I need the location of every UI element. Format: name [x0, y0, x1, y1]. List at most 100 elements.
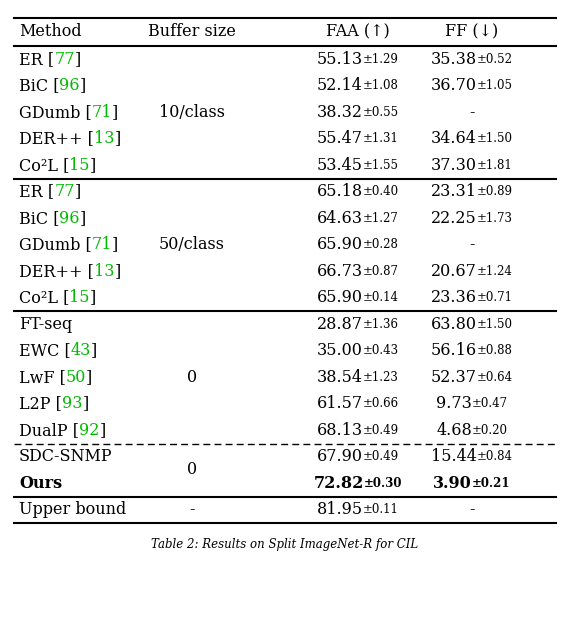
Text: 66.73: 66.73 [317, 263, 363, 280]
Text: Co²L [: Co²L [ [19, 289, 69, 306]
Text: ±0.66: ±0.66 [363, 398, 399, 410]
Text: ±0.40: ±0.40 [363, 185, 399, 198]
Text: ±0.88: ±0.88 [477, 344, 513, 357]
Text: ±0.84: ±0.84 [477, 450, 513, 463]
Text: 10/class: 10/class [159, 104, 225, 121]
Text: FAA (↑): FAA (↑) [326, 24, 390, 41]
Text: 55.47: 55.47 [317, 130, 363, 147]
Text: ]: ] [74, 183, 81, 200]
Text: ±0.64: ±0.64 [477, 371, 513, 384]
Text: Method: Method [19, 24, 82, 41]
Text: 4.68: 4.68 [436, 422, 472, 439]
Text: ]: ] [99, 422, 106, 439]
Text: ±1.24: ±1.24 [477, 265, 513, 278]
Text: 3.90: 3.90 [433, 475, 472, 492]
Text: 50: 50 [66, 369, 86, 386]
Text: 65.90: 65.90 [317, 236, 363, 254]
Text: ]: ] [91, 342, 97, 359]
Text: ±0.30: ±0.30 [364, 477, 403, 490]
Text: 92: 92 [79, 422, 99, 439]
Text: 20.67: 20.67 [431, 263, 477, 280]
Text: FT-seq: FT-seq [19, 316, 72, 333]
Text: 71: 71 [92, 236, 112, 254]
Text: ±0.89: ±0.89 [477, 185, 513, 198]
Text: ER [: ER [ [19, 183, 54, 200]
Text: 96: 96 [60, 77, 80, 95]
Text: 93: 93 [62, 395, 82, 413]
Text: 23.36: 23.36 [431, 289, 477, 306]
Text: ±1.29: ±1.29 [363, 53, 399, 66]
Text: 15: 15 [69, 289, 90, 306]
Text: 38.32: 38.32 [317, 104, 363, 121]
Text: ±0.28: ±0.28 [363, 239, 399, 251]
Text: ±0.55: ±0.55 [363, 106, 399, 119]
Text: 72.82: 72.82 [314, 475, 364, 492]
Text: -: - [469, 104, 475, 121]
Text: ]: ] [82, 395, 89, 413]
Text: -: - [189, 501, 195, 518]
Text: ]: ] [90, 156, 96, 174]
Text: BiC [: BiC [ [19, 210, 60, 227]
Text: DER++ [: DER++ [ [19, 130, 94, 147]
Text: ±1.23: ±1.23 [363, 371, 399, 384]
Text: ±1.73: ±1.73 [477, 212, 513, 225]
Text: ±1.31: ±1.31 [363, 132, 399, 145]
Text: 56.16: 56.16 [431, 342, 477, 359]
Text: ]: ] [114, 263, 120, 280]
Text: GDumb [: GDumb [ [19, 104, 92, 121]
Text: FF (↓): FF (↓) [445, 24, 499, 41]
Text: 36.70: 36.70 [431, 77, 477, 95]
Text: 52.37: 52.37 [431, 369, 477, 386]
Text: ]: ] [80, 210, 86, 227]
Text: ±0.11: ±0.11 [363, 503, 399, 516]
Text: 63.80: 63.80 [431, 316, 477, 333]
Text: 96: 96 [60, 210, 80, 227]
Text: LwF [: LwF [ [19, 369, 66, 386]
Text: 55.13: 55.13 [317, 51, 363, 68]
Text: -: - [469, 236, 475, 254]
Text: EWC [: EWC [ [19, 342, 71, 359]
Text: 9.73: 9.73 [436, 395, 472, 413]
Text: 35.38: 35.38 [431, 51, 477, 68]
Text: 22.25: 22.25 [431, 210, 477, 227]
Text: ±0.43: ±0.43 [363, 344, 399, 357]
Text: 0: 0 [187, 461, 197, 478]
Text: DER++ [: DER++ [ [19, 263, 94, 280]
Text: 61.57: 61.57 [317, 395, 363, 413]
Text: 23.31: 23.31 [431, 183, 477, 200]
Text: Ours: Ours [19, 475, 62, 492]
Text: 0: 0 [187, 369, 197, 386]
Text: 34.64: 34.64 [431, 130, 477, 147]
Text: BiC [: BiC [ [19, 77, 60, 95]
Text: 67.90: 67.90 [317, 448, 363, 465]
Text: ]: ] [86, 369, 93, 386]
Text: 81.95: 81.95 [317, 501, 363, 518]
Text: ±1.08: ±1.08 [363, 80, 399, 92]
Text: ±1.27: ±1.27 [363, 212, 399, 225]
Text: DualP [: DualP [ [19, 422, 79, 439]
Text: 43: 43 [71, 342, 91, 359]
Text: ±0.71: ±0.71 [477, 291, 513, 304]
Text: ±0.49: ±0.49 [363, 424, 399, 437]
Text: 53.45: 53.45 [317, 156, 363, 174]
Text: ]: ] [114, 130, 120, 147]
Text: ±0.21: ±0.21 [472, 477, 511, 490]
Text: 38.54: 38.54 [317, 369, 363, 386]
Text: Co²L [: Co²L [ [19, 156, 69, 174]
Text: 35.00: 35.00 [317, 342, 363, 359]
Text: 13: 13 [94, 263, 114, 280]
Text: 52.14: 52.14 [317, 77, 363, 95]
Text: L2P [: L2P [ [19, 395, 62, 413]
Text: 77: 77 [54, 51, 74, 68]
Text: ]: ] [80, 77, 86, 95]
Text: ]: ] [74, 51, 81, 68]
Text: 64.63: 64.63 [317, 210, 363, 227]
Text: 15.44: 15.44 [431, 448, 477, 465]
Text: ±0.14: ±0.14 [363, 291, 399, 304]
Text: ±1.36: ±1.36 [363, 318, 399, 331]
Text: ]: ] [112, 236, 119, 254]
Text: 13: 13 [94, 130, 114, 147]
Text: 50/class: 50/class [159, 236, 225, 254]
Text: GDumb [: GDumb [ [19, 236, 92, 254]
Text: ±0.20: ±0.20 [472, 424, 508, 437]
